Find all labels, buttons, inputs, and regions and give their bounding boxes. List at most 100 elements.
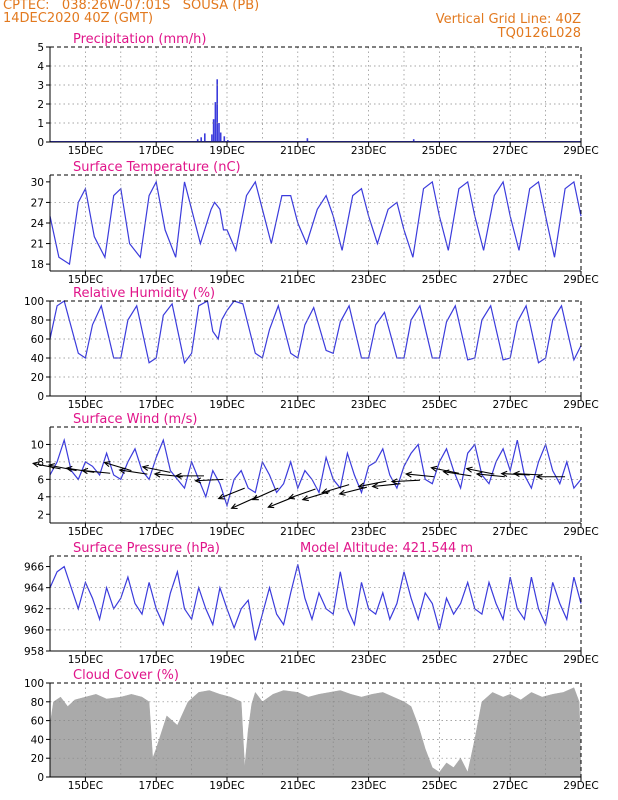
- ytick-label-precip: 4: [37, 61, 44, 73]
- xtick-label-precip: 17DEC: [138, 145, 173, 157]
- bar-precip-12: [412, 139, 415, 142]
- wind-arrow: [251, 487, 279, 501]
- wind-arrow-head: [404, 471, 413, 478]
- panel-wind: Surface Wind (m/s) 2 4 6 8 10 15DEC 17DEC 19DEC 2…: [31, 412, 599, 538]
- header-line1-left: CPTEC: 038:26W-07:01S SOUSA (PB): [3, 0, 260, 13]
- panel-title-cloud: Cloud Cover (%): [73, 668, 179, 683]
- xtick-label-wind: 19DEC: [209, 526, 244, 538]
- wind-arrow: [321, 484, 350, 495]
- wind-arrow-shaft: [195, 478, 224, 482]
- wind-arrow-head: [465, 466, 473, 473]
- wind-arrow: [81, 467, 111, 475]
- wind-arrow-head: [357, 482, 365, 489]
- bar-precip-0: [196, 139, 199, 142]
- bar-precip-7: [218, 123, 220, 142]
- wind-arrow-shaft: [82, 469, 111, 474]
- wind-arrow-shaft: [372, 483, 401, 488]
- wind-arrow-head: [194, 477, 202, 484]
- wind-arrow-shaft: [431, 467, 459, 474]
- panel-title-wind: Surface Wind (m/s): [73, 412, 197, 427]
- wind-arrow: [404, 471, 435, 478]
- ytick-label-rh: 80: [31, 315, 44, 327]
- bar-precip-5: [214, 102, 217, 142]
- bar-precip-2: [204, 133, 206, 142]
- wind-arrow-head: [512, 470, 520, 477]
- ytick-label-wind: 6: [37, 474, 44, 486]
- wind-arrow-head: [287, 493, 296, 500]
- xtick-label-rh: 17DEC: [138, 399, 173, 411]
- ytick-label-temp: 30: [31, 177, 44, 189]
- xtick-label-precip: 15DEC: [68, 145, 103, 157]
- wind-arrow-shaft: [476, 473, 505, 478]
- wind-arrow: [475, 471, 505, 478]
- xtick-label-wind: 21DEC: [280, 526, 315, 538]
- wind-arrow-shaft: [33, 462, 61, 470]
- wind-arrow-shaft: [322, 484, 350, 494]
- xtick-label-pres: 29DEC: [563, 654, 598, 666]
- ytick-label-pres: 966: [24, 562, 44, 574]
- wind-arrow-head: [31, 461, 40, 468]
- ytick-label-wind: 2: [37, 509, 44, 521]
- header-line2-left: 14DEC2020 40Z (GMT): [3, 11, 154, 26]
- bar-precip-3: [211, 134, 213, 142]
- ytick-label-rh: 0: [37, 391, 44, 403]
- ytick-label-rh: 100: [24, 296, 44, 308]
- bar-precip-9: [223, 136, 226, 142]
- xtick-label-pres: 19DEC: [209, 654, 244, 666]
- xtick-label-wind: 27DEC: [492, 526, 527, 538]
- ytick-label-precip: 2: [37, 99, 44, 111]
- bar-precip-4: [212, 119, 215, 142]
- xtick-label-cloud: 21DEC: [280, 780, 315, 792]
- xtick-label-temp: 15DEC: [68, 274, 103, 286]
- wind-arrow: [141, 464, 171, 473]
- wind-arrow: [442, 469, 472, 477]
- bar-precip-8: [219, 132, 222, 142]
- xtick-label-cloud: 17DEC: [138, 780, 173, 792]
- wind-arrow: [287, 488, 316, 500]
- wind-arrow-shaft: [119, 469, 148, 475]
- wind-arrow-head: [371, 482, 379, 490]
- xtick-label-pres: 15DEC: [68, 654, 103, 666]
- xtick-label-precip: 25DEC: [422, 145, 457, 157]
- wind-arrow-head: [442, 469, 450, 476]
- xtick-label-rh: 15DEC: [68, 399, 103, 411]
- wind-arrow-head: [47, 463, 56, 470]
- ytick-label-rh: 60: [31, 334, 44, 346]
- wind-arrow-shaft: [466, 468, 495, 475]
- xtick-label-temp: 23DEC: [351, 274, 386, 286]
- panel-title-precip: Precipitation (mm/h): [73, 32, 206, 47]
- ytick-label-rh: 40: [31, 353, 44, 365]
- series-rh: [49, 300, 582, 365]
- xtick-label-wind: 17DEC: [138, 526, 173, 538]
- wind-arrow-shaft: [339, 486, 367, 495]
- header-line2-right: TQ0126L028: [497, 26, 581, 41]
- wind-arrow: [174, 472, 204, 479]
- xtick-label-cloud: 19DEC: [209, 780, 244, 792]
- header-line1-right: Vertical Grid Line: 40Z: [435, 12, 581, 27]
- ytick-label-cloud: 40: [31, 734, 44, 746]
- ytick-label-wind: 10: [31, 439, 44, 451]
- xtick-label-rh: 23DEC: [351, 399, 386, 411]
- xtick-label-pres: 25DEC: [422, 654, 457, 666]
- xtick-label-pres: 17DEC: [138, 654, 173, 666]
- ytick-label-pres: 964: [24, 583, 44, 595]
- xtick-label-cloud: 15DEC: [68, 780, 103, 792]
- panel-precip: Precipitation (mm/h) 0 1 2 3 4 5 15DEC 17DEC 19DE…: [37, 32, 598, 157]
- wind-arrow-head: [118, 467, 126, 474]
- xtick-label-temp: 17DEC: [138, 274, 173, 286]
- ytick-label-pres: 962: [24, 604, 44, 616]
- ytick-label-cloud: 60: [31, 716, 44, 728]
- xtick-label-temp: 25DEC: [422, 274, 457, 286]
- xtick-label-wind: 23DEC: [351, 526, 386, 538]
- xtick-label-rh: 21DEC: [280, 399, 315, 411]
- wind-arrow-shaft: [104, 462, 132, 472]
- ytick-label-precip: 0: [37, 137, 44, 149]
- wind-arrow-shaft: [406, 473, 435, 478]
- wind-arrow-head: [153, 471, 161, 478]
- wind-arrow: [512, 470, 543, 477]
- xtick-label-precip: 29DEC: [563, 145, 598, 157]
- ytick-label-pres: 960: [24, 625, 44, 637]
- xtick-label-precip: 21DEC: [280, 145, 315, 157]
- xtick-label-rh: 19DEC: [209, 399, 244, 411]
- ytick-label-temp: 21: [31, 239, 44, 251]
